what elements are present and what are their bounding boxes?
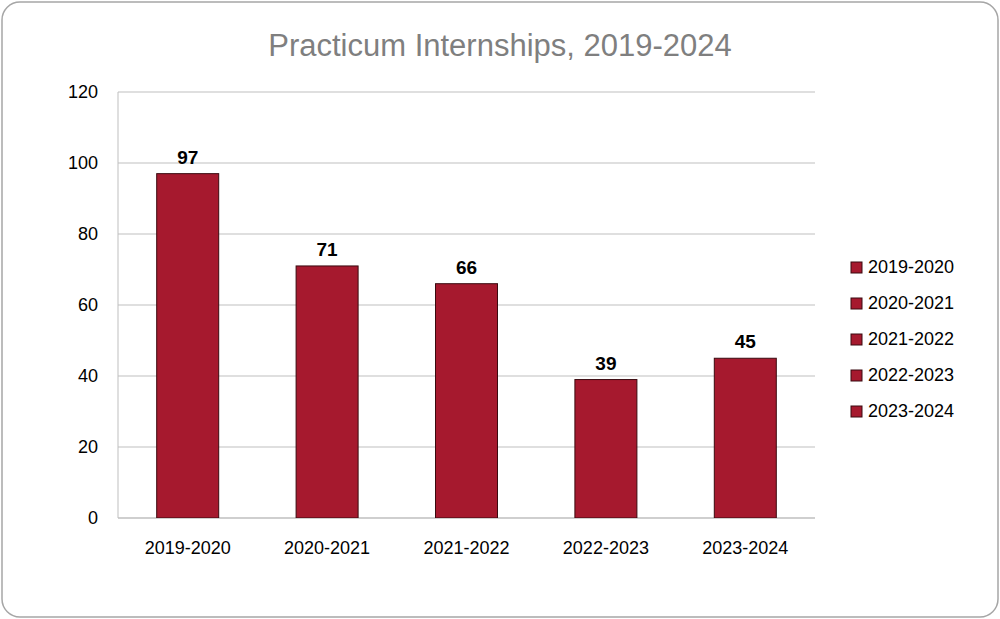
y-tick-label: 0 xyxy=(88,508,98,528)
bar xyxy=(157,174,219,518)
y-axis xyxy=(118,92,119,518)
grid-line xyxy=(118,234,815,235)
bars xyxy=(157,174,777,518)
x-tick-label: 2020-2021 xyxy=(284,538,370,558)
bar xyxy=(436,284,498,518)
legend-label: 2023-2024 xyxy=(868,401,954,421)
y-tick-label: 120 xyxy=(68,82,98,102)
y-tick-label: 20 xyxy=(78,437,98,457)
y-tick-label: 40 xyxy=(78,366,98,386)
data-label: 66 xyxy=(456,257,477,278)
grid-line xyxy=(118,92,815,93)
x-tick-label: 2022-2023 xyxy=(563,538,649,558)
legend-label: 2020-2021 xyxy=(868,293,954,313)
bar xyxy=(296,266,358,518)
legend: 2019-2020 2020-2021 2021-2022 2022-2023 2023… xyxy=(851,257,954,421)
x-tick-label: 2019-2020 xyxy=(145,538,231,558)
frame xyxy=(2,2,998,617)
bar xyxy=(575,380,637,518)
chart: Practicum Internships, 2019-2024 0 20 40 60 8… xyxy=(0,0,1000,619)
legend-label: 2022-2023 xyxy=(868,365,954,385)
legend-swatch xyxy=(851,370,862,381)
y-tick-label: 60 xyxy=(78,295,98,315)
data-label: 39 xyxy=(595,353,616,374)
x-tick-label: 2023-2024 xyxy=(702,538,788,558)
data-label: 45 xyxy=(735,331,757,352)
y-tick-label: 100 xyxy=(68,153,98,173)
legend-swatch xyxy=(851,298,862,309)
legend-label: 2021-2022 xyxy=(868,329,954,349)
bar xyxy=(714,358,776,518)
grid-line xyxy=(118,163,815,164)
legend-swatch xyxy=(851,262,862,273)
data-label: 71 xyxy=(317,239,339,260)
legend-swatch xyxy=(851,406,862,417)
title: Practicum Internships, 2019-2024 xyxy=(268,28,732,63)
x-tick-label: 2021-2022 xyxy=(423,538,509,558)
legend-swatch xyxy=(851,334,862,345)
y-tick-label: 80 xyxy=(78,224,98,244)
legend-label: 2019-2020 xyxy=(868,257,954,277)
data-label: 97 xyxy=(177,147,198,168)
